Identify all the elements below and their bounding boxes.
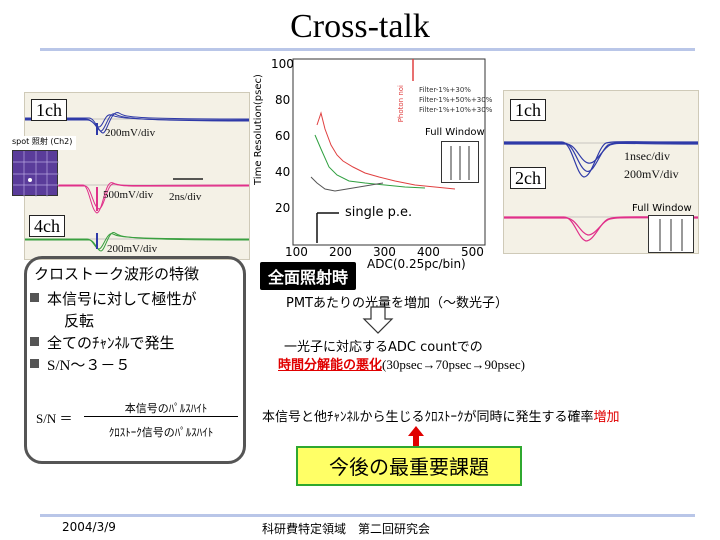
footer-rule bbox=[40, 514, 695, 517]
formula-fraction-line bbox=[84, 416, 238, 417]
footer-event: 科研費特定領域 第二回研究会 bbox=[262, 522, 431, 536]
left-ch1-label: 1ch bbox=[31, 99, 67, 121]
title-rule bbox=[40, 48, 695, 51]
legend-entry-3: Filter-1%+10%+30% bbox=[419, 106, 493, 114]
graph-xlabel: ADC(0.25pc/bin) bbox=[367, 257, 466, 271]
ytick-40: 40 bbox=[275, 165, 291, 179]
legend-entry-1: Filter-1%+30% bbox=[419, 86, 471, 94]
right-ch1-label: 1ch bbox=[510, 99, 546, 121]
ytick-60: 60 bbox=[275, 129, 291, 143]
features-list: 本信号に対して極性が 反転 全てのﾁｬﾝﾈﾙで発生 S/N～３－５ bbox=[30, 288, 244, 377]
right-window-icon bbox=[648, 215, 694, 253]
full-illum-values: (30psec→70psec→90psec) bbox=[382, 357, 525, 372]
full-illumination-tag: 全面照射時 bbox=[260, 262, 357, 290]
spot-image bbox=[12, 150, 59, 197]
left-time-scale: 2ns/div bbox=[169, 191, 202, 203]
formula-denominator: ｸﾛｽﾄｰｸ信号のﾊﾟﾙｽﾊｲﾄ bbox=[108, 426, 214, 439]
graph-side-label: Photon noi bbox=[397, 85, 405, 123]
full-illum-line4: 本信号と他ﾁｬﾝﾈﾙから生じるｸﾛｽﾄｰｸが同時に発生する確率増加 bbox=[262, 410, 620, 425]
formula-numerator: 本信号のﾊﾟﾙｽﾊｲﾄ bbox=[124, 402, 208, 415]
graph-legend: Filter-1%+30% Filter-1%+50%+30% Filter-1… bbox=[419, 85, 492, 115]
full-illum-line2: 一光子に対応するADC countでの bbox=[284, 340, 483, 355]
graph-ylabel: Time Resolution(psec) bbox=[253, 74, 264, 185]
right-full-window: Full Window bbox=[632, 203, 692, 214]
left-scope-traces bbox=[25, 112, 249, 252]
full-illum-increase: 増加 bbox=[593, 410, 620, 425]
graph-full-window: Full Window bbox=[425, 127, 485, 138]
right-v-scale: 200mV/div bbox=[624, 167, 679, 181]
graph-window-icon bbox=[441, 141, 479, 183]
xtick-500: 500 bbox=[461, 245, 484, 259]
feature-item-1-cont: 反転 bbox=[64, 312, 95, 330]
time-resolution-graph: Time Resolution(psec) 100 80 60 40 20 10… bbox=[253, 55, 497, 273]
down-arrow-icon bbox=[362, 306, 394, 334]
left-ch1-scale: 200mV/div bbox=[105, 127, 156, 139]
ytick-80: 80 bbox=[275, 93, 291, 107]
spot-label: spot 照射 (Ch2) bbox=[12, 136, 76, 150]
right-ch2-label: 2ch bbox=[510, 167, 546, 189]
xtick-400: 400 bbox=[417, 245, 440, 259]
formula-lhs: S/N ＝ bbox=[36, 411, 73, 426]
left-ch4-label: 4ch bbox=[29, 215, 65, 237]
features-bubble bbox=[24, 256, 246, 464]
ytick-20: 20 bbox=[275, 201, 291, 215]
full-illum-line1: PMTあたりの光量を増加（～数光子） bbox=[286, 296, 508, 311]
left-ch4-scale: 200mV/div bbox=[107, 243, 158, 255]
priority-notice: 今後の最重要課題 bbox=[296, 446, 522, 486]
right-scope-image: 1ch 1nsec/div 2ch 200mV/div Full Window bbox=[503, 90, 699, 254]
xtick-300: 300 bbox=[373, 245, 396, 259]
bullet-square-icon bbox=[30, 359, 39, 368]
full-illum-degradation: 時間分解能の悪化 bbox=[278, 358, 383, 373]
legend-entry-2: Filter-1%+50%+30% bbox=[419, 96, 493, 104]
features-heading: クロストーク波形の特徴 bbox=[34, 265, 200, 283]
bullet-square-icon bbox=[30, 337, 39, 346]
red-up-arrow-icon bbox=[406, 426, 426, 454]
feature-item-3: S/N～３－５ bbox=[30, 354, 244, 377]
graph-single-pe: single p.e. bbox=[345, 205, 413, 220]
slide-title: Cross-talk bbox=[290, 8, 430, 45]
right-time-scale: 1nsec/div bbox=[624, 149, 670, 163]
xtick-200: 200 bbox=[329, 245, 352, 259]
footer-date: 2004/3/9 bbox=[62, 520, 116, 534]
left-ch2-scale: 500mV/div bbox=[103, 189, 154, 201]
feature-item-2: 全てのﾁｬﾝﾈﾙで発生 bbox=[30, 332, 244, 354]
full-illum-line3: 時間分解能の悪化(30psec→70psec→90psec) bbox=[278, 354, 525, 373]
left-scope-image: 1ch 200mV/div 500mV/div 2ns/div 4ch 200m… bbox=[24, 92, 250, 260]
feature-item-1: 本信号に対して極性が bbox=[30, 288, 244, 310]
ytick-100: 100 bbox=[271, 57, 294, 71]
bullet-square-icon bbox=[30, 293, 39, 302]
xtick-100: 100 bbox=[285, 245, 308, 259]
